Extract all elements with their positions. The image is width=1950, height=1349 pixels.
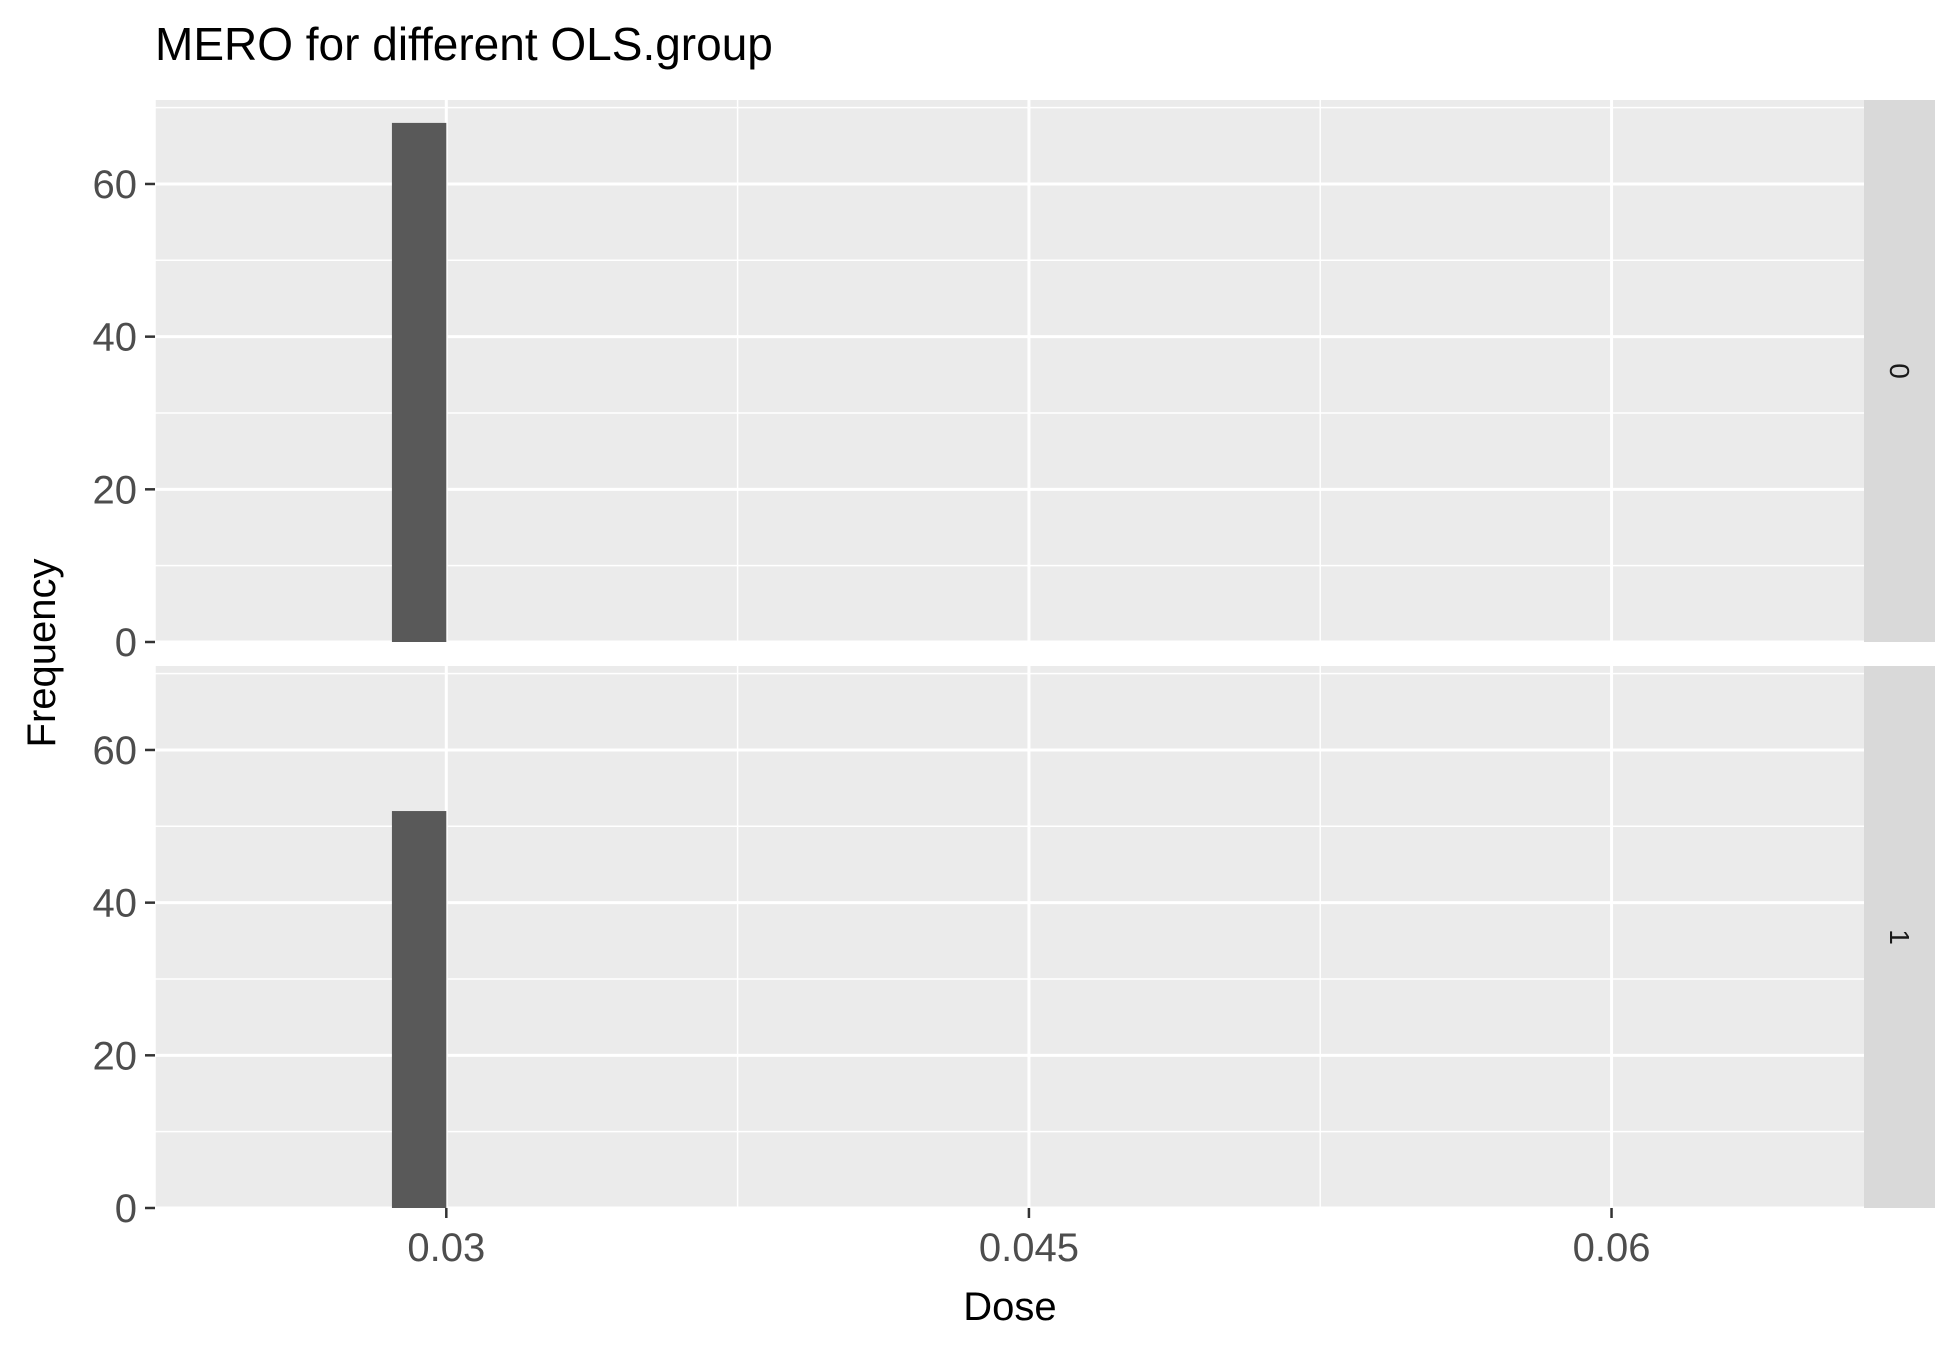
chart-title: MERO for different OLS.group <box>155 18 773 70</box>
facet-strip-label: 0 <box>1884 363 1915 379</box>
y-tick-label: 20 <box>93 468 138 512</box>
facet-panels: 0 20 40 60 0 0 20 40 60 1 0.03 0.045 0.06 <box>93 100 1935 1270</box>
facet-strip <box>1864 666 1935 1208</box>
y-tick-label: 0 <box>115 621 137 665</box>
x-axis-title: Dose <box>963 1285 1056 1329</box>
y-tick-label: 20 <box>93 1034 138 1078</box>
x-tick-label: 0.03 <box>407 1226 485 1270</box>
x-axis: 0.03 0.045 0.06 <box>407 1208 1650 1270</box>
x-tick-label: 0.045 <box>979 1226 1079 1270</box>
facet-panel-0: 0 20 40 60 0 <box>93 100 1935 665</box>
y-tick-label: 60 <box>93 729 138 773</box>
facet-strip-label: 1 <box>1884 929 1915 945</box>
histogram-bar <box>391 811 447 1208</box>
facet-strip <box>1864 100 1935 642</box>
histogram-bar <box>391 122 447 642</box>
facet-panel-1: 0 20 40 60 1 <box>93 666 1935 1231</box>
y-tick-label: 60 <box>93 163 138 207</box>
y-axis-title: Frequency <box>20 559 64 748</box>
y-tick-label: 0 <box>115 1187 137 1231</box>
y-tick-label: 40 <box>93 882 138 926</box>
y-tick-label: 40 <box>93 316 138 360</box>
x-tick-label: 0.06 <box>1573 1226 1651 1270</box>
